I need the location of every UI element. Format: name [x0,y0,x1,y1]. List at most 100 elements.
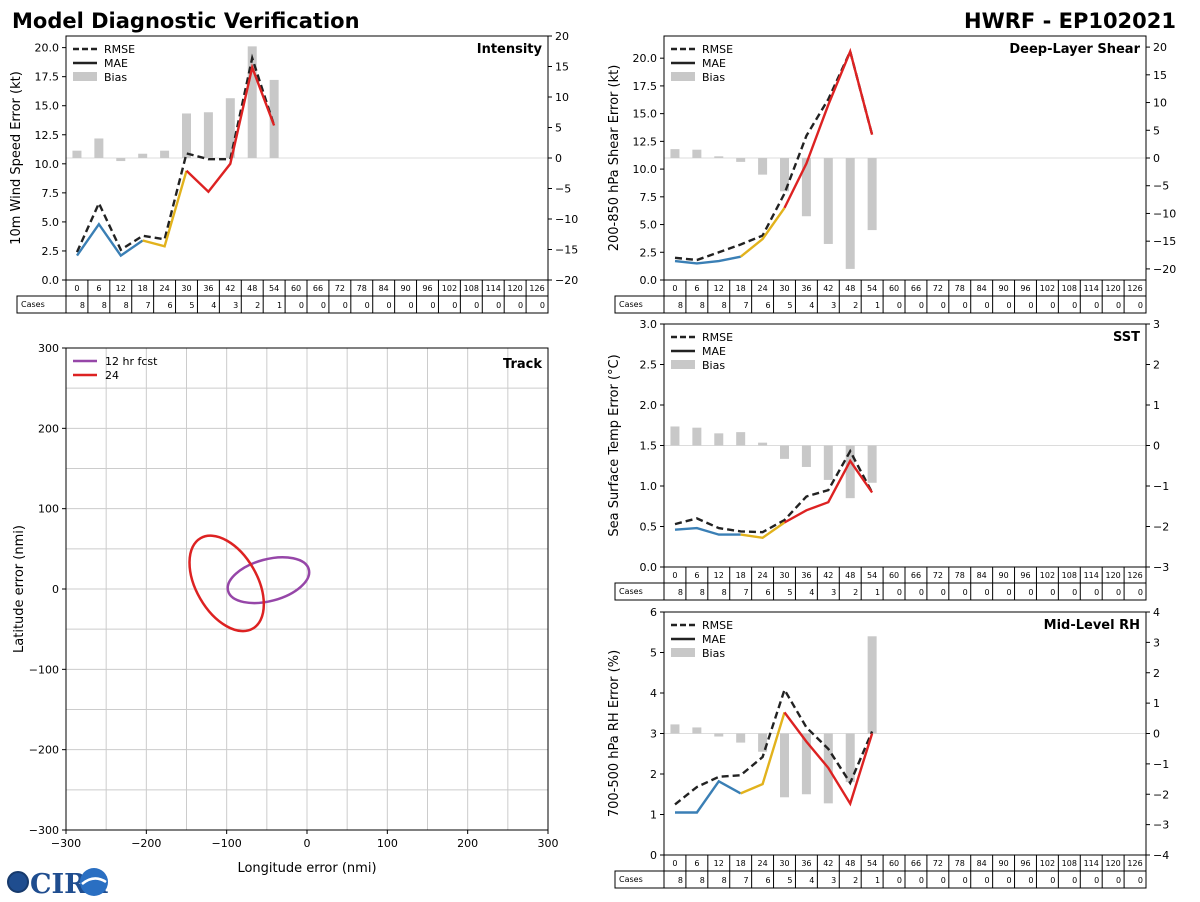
y-tick-label: 0.5 [640,521,658,534]
legend-rmse-label: RMSE [702,43,733,56]
case-count: 7 [744,588,749,597]
forecast-hour: 90 [998,859,1008,868]
case-count: 0 [1094,301,1099,310]
forecast-hour: 84 [977,859,987,868]
forecast-hour: 66 [911,284,921,293]
case-count: 0 [1138,876,1143,885]
x-tick-label: 100 [377,837,398,850]
bias-bar [714,733,724,737]
y2-tick-label: −4 [1153,849,1169,862]
y2-tick-label: −2 [1153,788,1169,801]
mae-line-segment [185,63,276,194]
y2-tick-label: −3 [1153,819,1169,832]
case-count: 0 [1028,301,1033,310]
forecast-hour: 36 [801,571,811,580]
case-count: 0 [985,876,990,885]
forecast-hour: 30 [779,859,789,868]
y2-tick-label: −3 [1153,561,1169,574]
case-count: 7 [744,876,749,885]
x-axis-label: Longitude error (nmi) [237,861,376,876]
y-tick-label: −200 [29,744,59,757]
y-axis-label: 10m Wind Speed Error (kt) [9,71,24,245]
forecast-hour: 72 [335,284,345,293]
cases-row [614,295,1147,314]
bias-bar [736,432,746,446]
rmse-line [674,448,874,534]
forecast-hour: 30 [779,284,789,293]
forecast-hour: 96 [1020,571,1030,580]
mae-line-segment [740,521,786,540]
panel-title: Track [503,357,542,372]
bias-bar [801,445,811,467]
cases-table: Cases08681281872463053644234825416006607… [614,566,1147,601]
forecast-hour: 42 [823,571,833,580]
legend-bias-swatch [73,72,97,81]
case-count: 0 [963,876,968,885]
legend-rmse-label: RMSE [702,619,733,632]
cases-label: Cases [619,875,643,884]
bias-bar [758,158,768,175]
forecast-hour: 66 [313,284,323,293]
bias-bar [692,427,702,446]
forecast-hour: 120 [1105,859,1120,868]
y-tick-label: 100 [38,503,59,516]
cases-row [614,582,1147,601]
cases-label: Cases [21,300,45,309]
nesdis-logo-icon [80,868,108,896]
forecast-hour: 108 [1062,284,1077,293]
y-tick-label: 5 [650,647,657,660]
panel-title: SST [1113,330,1140,345]
y-tick-label: 6 [650,606,657,619]
x-tick-label: −200 [131,837,161,850]
cases-table: Cases08681281872463053644234825416006607… [16,279,549,314]
bias-bar [867,636,877,734]
legend-bias-label: Bias [104,71,127,84]
forecast-hour: 42 [823,859,833,868]
y-tick-label: 12.5 [633,135,658,148]
forecast-hour: 114 [1084,859,1099,868]
y2-tick-label: 0 [555,152,562,165]
forecast-hour: 90 [998,571,1008,580]
case-count: 0 [430,301,435,310]
case-count: 8 [700,301,705,310]
bias-bar [692,149,702,158]
forecast-hour: 72 [933,571,943,580]
forecast-hour: 0 [672,859,677,868]
case-count: 0 [1006,301,1011,310]
legend-mae-label: MAE [702,633,726,646]
case-count: 8 [80,301,85,310]
y2-tick-label: 1 [1153,399,1160,412]
forecast-hour: 66 [911,859,921,868]
forecast-hour: 0 [74,284,79,293]
bias-bar [72,150,82,158]
y-tick-label: 2 [650,768,657,781]
y2-tick-label: −10 [1153,207,1176,220]
case-count: 6 [765,876,770,885]
forecast-hour: 114 [1084,571,1099,580]
legend-12hr-label: 12 hr fcst [105,355,158,368]
case-count: 0 [1050,301,1055,310]
forecast-hour: 12 [116,284,126,293]
bias-bar [160,150,170,158]
x-tick-label: 300 [538,837,559,850]
forecast-hour: 60 [889,284,899,293]
bias-bar [714,433,724,446]
case-count: 4 [211,301,216,310]
forecast-hour: 18 [736,571,746,580]
forecast-hour: 102 [442,284,457,293]
forecast-hour: 84 [977,571,987,580]
y2-tick-label: 0 [1153,728,1160,741]
forecast-hour: 114 [486,284,501,293]
forecast-hour: 84 [379,284,389,293]
y-tick-label: 0 [52,583,59,596]
bias-bar [823,445,833,480]
case-count: 0 [919,876,924,885]
bias-bar [692,727,702,734]
cases-label: Cases [619,300,643,309]
case-count: 0 [365,301,370,310]
y2-tick-label: −1 [1153,480,1169,493]
case-count: 0 [1094,588,1099,597]
x-tick-label: 0 [304,837,311,850]
y2-tick-label: 1 [1153,697,1160,710]
forecast-hour: 18 [736,859,746,868]
